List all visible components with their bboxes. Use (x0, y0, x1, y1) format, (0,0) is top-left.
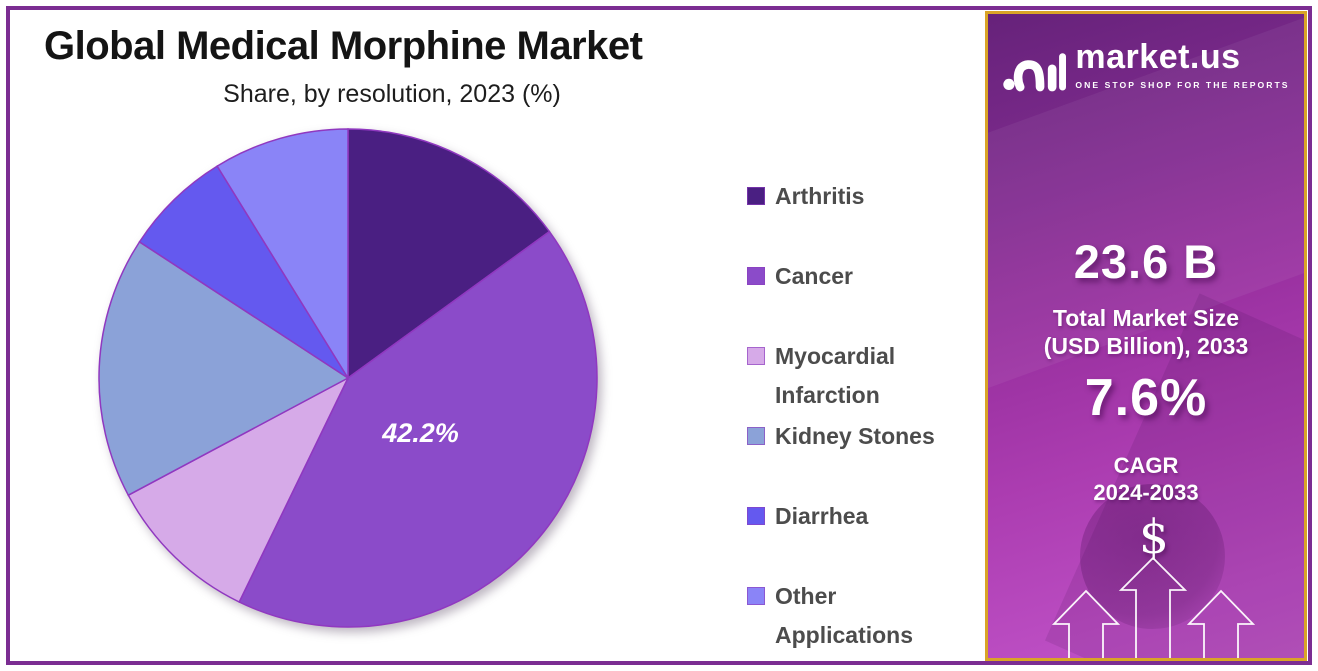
brand-panel: market.us ONE STOP SHOP FOR THE REPORTS … (985, 11, 1307, 661)
legend-item-cancer: Cancer (747, 257, 957, 337)
brand-logo: market.us ONE STOP SHOP FOR THE REPORTS (988, 38, 1304, 96)
legend-item-other-applications: Other Applications (747, 577, 957, 657)
cagr-value: 7.6% (1084, 369, 1208, 427)
legend-label: Arthritis (775, 183, 865, 209)
pie-slice-arthritis (347, 128, 551, 380)
legend-item-arthritis: Arthritis (747, 177, 957, 257)
legend-swatch (747, 587, 765, 605)
brand-tagline: ONE STOP SHOP FOR THE REPORTS (1075, 79, 1290, 90)
legend-item-diarrhea: Diarrhea (747, 497, 957, 577)
market-size-value: 23.6 B (1073, 235, 1219, 288)
pie-slice-myocardial-infarction (127, 376, 350, 604)
legend-label: Kidney Stones (775, 423, 935, 449)
pie-slice-kidney-stones (98, 240, 350, 497)
page-title: Global Medical Morphine Market (44, 24, 643, 68)
growth-arrows-icon (1051, 556, 1256, 658)
pie-chart: 42.2% (98, 128, 598, 628)
cagr-label: CAGR 2024-2033 (1093, 453, 1199, 505)
pie-slice-other-applications (216, 128, 349, 381)
legend: Arthritis Cancer Myocardial Infarction Kidn… (747, 177, 957, 657)
legend-label: Other Applications (775, 583, 914, 648)
pie-slice-cancer (238, 230, 598, 628)
dollar-icon: $ (1139, 510, 1169, 565)
brand-name: market.us (1075, 38, 1241, 76)
legend-swatch (747, 507, 765, 525)
legend-swatch (747, 187, 765, 205)
pie-slice-diarrhea (138, 165, 349, 379)
legend-item-myocardial-infarction: Myocardial Infarction (747, 337, 957, 417)
market-size-label: Total Market Size (USD Billion), 2033 (1043, 305, 1249, 359)
legend-swatch (747, 267, 765, 285)
legend-label: Diarrhea (775, 503, 869, 529)
legend-swatch (747, 347, 765, 365)
brand-text-block: market.us ONE STOP SHOP FOR THE REPORTS (1075, 38, 1290, 90)
marketus-logo-icon (1003, 53, 1067, 92)
legend-item-kidney-stones: Kidney Stones (747, 417, 957, 497)
legend-swatch (747, 427, 765, 445)
legend-label: Cancer (775, 263, 853, 289)
photo-circle-decor (1080, 484, 1225, 629)
legend-label: Myocardial Infarction (775, 343, 896, 408)
pie-data-label: 42.2% (381, 418, 459, 448)
page-subtitle: Share, by resolution, 2023 (%) (223, 80, 561, 108)
